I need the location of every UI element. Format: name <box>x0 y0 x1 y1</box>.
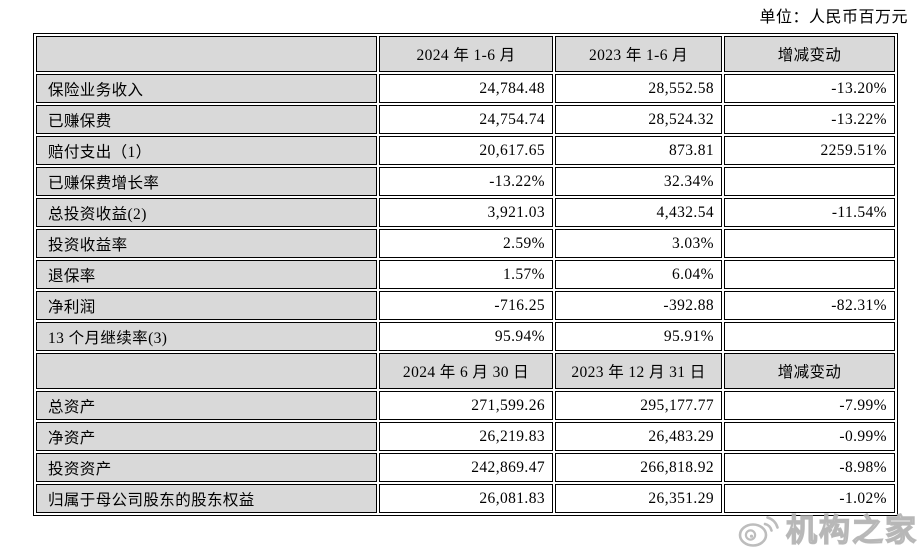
row-label: 保险业务收入 <box>36 74 377 103</box>
row-label: 净资产 <box>36 422 377 451</box>
table-row: 13 个月继续率(3) 95.94% 95.91% <box>36 322 895 351</box>
table-row: 赔付支出（1） 20,617.65 873.81 2259.51% <box>36 136 895 165</box>
unit-label: 单位：人民币百万元 <box>759 9 908 26</box>
row-label: 13 个月继续率(3) <box>36 322 377 351</box>
value-2023: 295,177.77 <box>555 391 722 420</box>
value-2024: 26,219.83 <box>379 422 553 451</box>
value-2023: 266,818.92 <box>555 453 722 482</box>
row-label: 净利润 <box>36 291 377 320</box>
table-row: 总投资收益(2) 3,921.03 4,432.54 -11.54% <box>36 198 895 227</box>
value-change <box>724 260 895 289</box>
value-2023: 28,552.58 <box>555 74 722 103</box>
table-row: 保险业务收入 24,784.48 28,552.58 -13.20% <box>36 74 895 103</box>
value-2023: 4,432.54 <box>555 198 722 227</box>
s1-corner-cell <box>36 36 377 72</box>
row-label: 总投资收益(2) <box>36 198 377 227</box>
row-label: 总资产 <box>36 391 377 420</box>
value-change: -0.99% <box>724 422 895 451</box>
s1-col-2024-header: 2024 年 1-6 月 <box>379 36 553 72</box>
row-label: 已赚保费 <box>36 105 377 134</box>
value-2023: 95.91% <box>555 322 722 351</box>
value-change: -82.31% <box>724 291 895 320</box>
table-row: 投资资产 242,869.47 266,818.92 -8.98% <box>36 453 895 482</box>
financial-table-grid: 2024 年 1-6 月 2023 年 1-6 月 增减变动 保险业务收入 24… <box>33 33 898 516</box>
value-2023: 6.04% <box>555 260 722 289</box>
value-2024: 2.59% <box>379 229 553 258</box>
value-2024: -716.25 <box>379 291 553 320</box>
table-row: 净利润 -716.25 -392.88 -82.31% <box>36 291 895 320</box>
watermark-text: 机构之家 <box>785 512 918 548</box>
value-change: -13.20% <box>724 74 895 103</box>
value-2023: 873.81 <box>555 136 722 165</box>
row-label: 投资资产 <box>36 453 377 482</box>
value-2024: 242,869.47 <box>379 453 553 482</box>
table-row: 已赚保费 24,754.74 28,524.32 -13.22% <box>36 105 895 134</box>
table-row: 归属于母公司股东的股东权益 26,081.83 26,351.29 -1.02% <box>36 484 895 513</box>
s2-col-2024-header: 2024 年 6 月 30 日 <box>379 353 553 389</box>
table-row: 已赚保费增长率 -13.22% 32.34% <box>36 167 895 196</box>
value-2023: -392.88 <box>555 291 722 320</box>
table-row: 投资收益率 2.59% 3.03% <box>36 229 895 258</box>
value-2024: 24,754.74 <box>379 105 553 134</box>
value-2023: 32.34% <box>555 167 722 196</box>
table-row: 总资产 271,599.26 295,177.77 -7.99% <box>36 391 895 420</box>
section1-header-row: 2024 年 1-6 月 2023 年 1-6 月 增减变动 <box>36 36 895 72</box>
value-change: -1.02% <box>724 484 895 513</box>
value-change: -11.54% <box>724 198 895 227</box>
table-row: 净资产 26,219.83 26,483.29 -0.99% <box>36 422 895 451</box>
value-2024: 20,617.65 <box>379 136 553 165</box>
value-2024: 271,599.26 <box>379 391 553 420</box>
watermark: 机构之家 <box>737 511 918 549</box>
value-2024: 95.94% <box>379 322 553 351</box>
s2-col-2023-header: 2023 年 12 月 31 日 <box>555 353 722 389</box>
weibo-eye-icon <box>737 511 781 549</box>
value-2023: 26,483.29 <box>555 422 722 451</box>
s2-corner-cell <box>36 353 377 389</box>
s1-col-2023-header: 2023 年 1-6 月 <box>555 36 722 72</box>
value-2024: 1.57% <box>379 260 553 289</box>
table-row: 退保率 1.57% 6.04% <box>36 260 895 289</box>
value-change <box>724 167 895 196</box>
value-2023: 26,351.29 <box>555 484 722 513</box>
value-2024: 26,081.83 <box>379 484 553 513</box>
value-2024: 3,921.03 <box>379 198 553 227</box>
row-label: 投资收益率 <box>36 229 377 258</box>
value-change: -7.99% <box>724 391 895 420</box>
row-label: 归属于母公司股东的股东权益 <box>36 484 377 513</box>
value-change: 2259.51% <box>724 136 895 165</box>
financial-table: 2024 年 1-6 月 2023 年 1-6 月 增减变动 保险业务收入 24… <box>33 33 898 516</box>
value-change: -13.22% <box>724 105 895 134</box>
s2-col-change-header: 增减变动 <box>724 353 895 389</box>
value-change: -8.98% <box>724 453 895 482</box>
value-2024: -13.22% <box>379 167 553 196</box>
row-label: 赔付支出（1） <box>36 136 377 165</box>
value-2023: 3.03% <box>555 229 722 258</box>
row-label: 已赚保费增长率 <box>36 167 377 196</box>
value-2024: 24,784.48 <box>379 74 553 103</box>
value-change <box>724 322 895 351</box>
row-label: 退保率 <box>36 260 377 289</box>
section2-header-row: 2024 年 6 月 30 日 2023 年 12 月 31 日 增减变动 <box>36 353 895 389</box>
s1-col-change-header: 增减变动 <box>724 36 895 72</box>
value-change <box>724 229 895 258</box>
value-2023: 28,524.32 <box>555 105 722 134</box>
